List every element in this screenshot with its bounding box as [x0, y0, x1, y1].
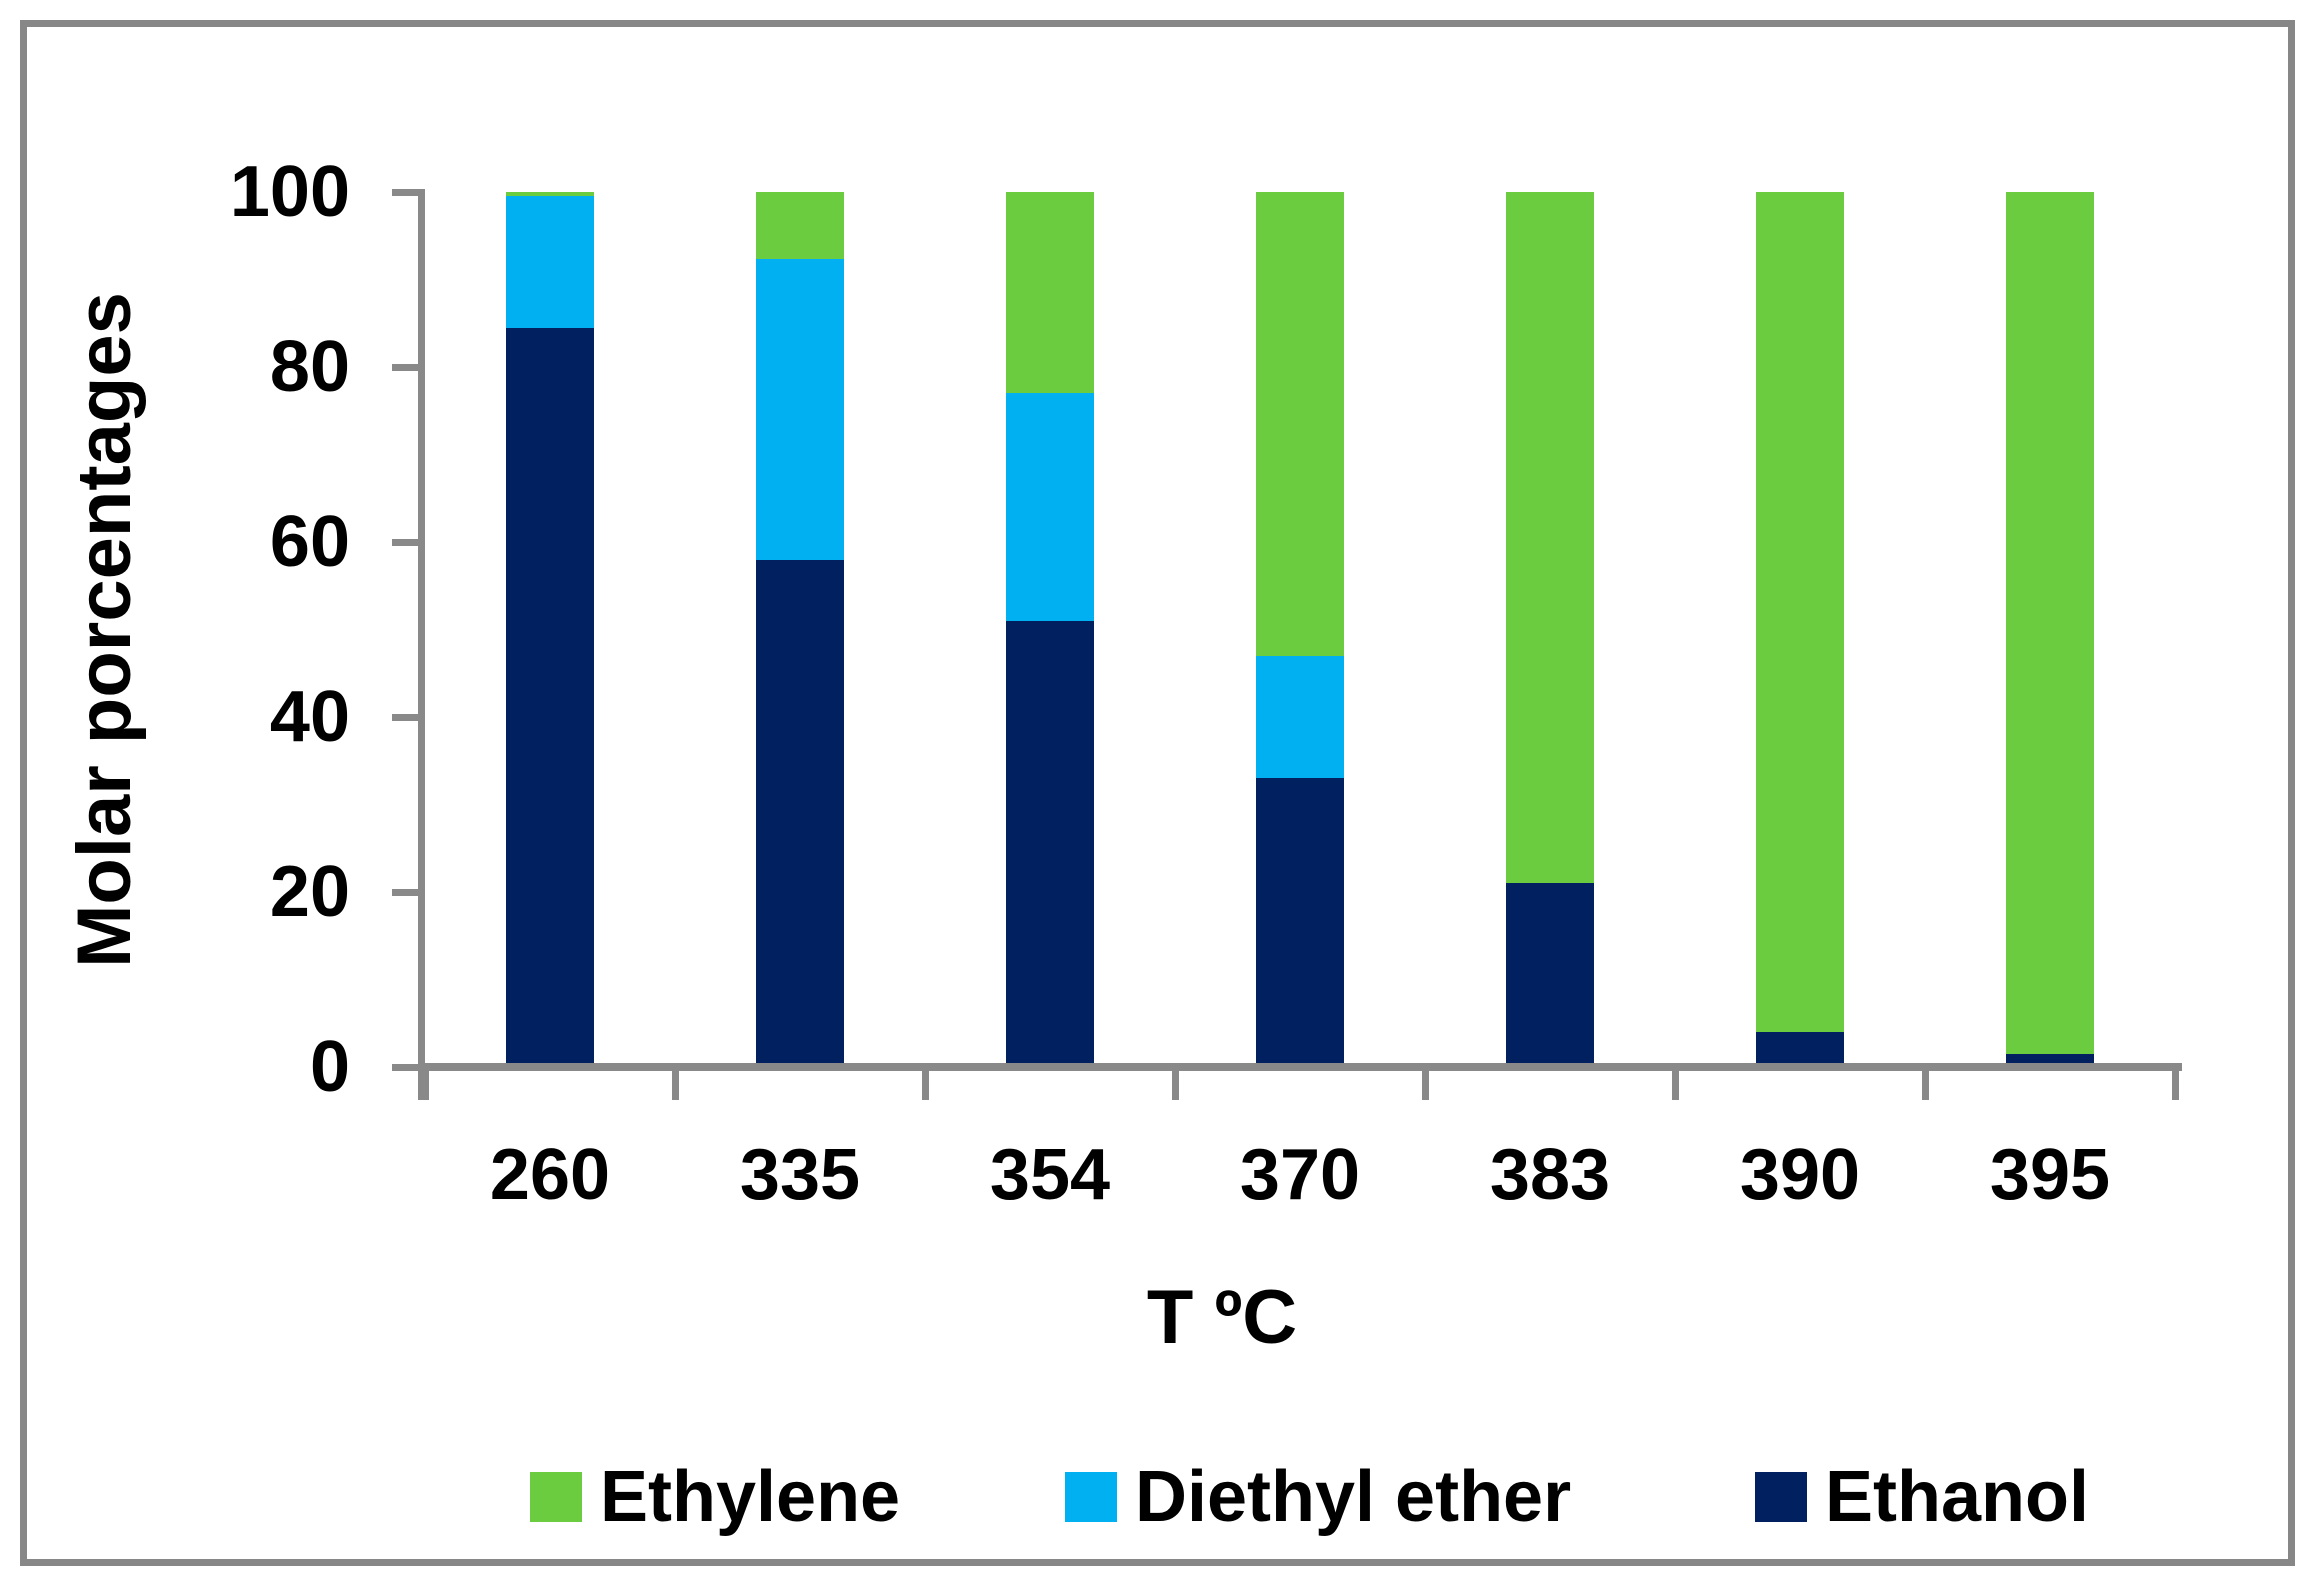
x-tick-mark — [1922, 1067, 1929, 1100]
bar-segment-370-ethylene — [1256, 192, 1344, 656]
bar-segment-395-ethylene — [2006, 192, 2094, 1054]
x-tick-label: 390 — [1739, 1135, 1861, 1215]
y-tick-label: 20 — [269, 852, 350, 932]
x-tick-label: 370 — [1239, 1135, 1361, 1215]
x-tick-label: 354 — [989, 1135, 1111, 1215]
y-tick-mark — [392, 1064, 425, 1071]
y-tick-label: 80 — [269, 327, 350, 407]
bar-segment-383-ethanol — [1506, 883, 1594, 1067]
x-tick-mark — [1422, 1067, 1429, 1100]
bar-segment-390-ethylene — [1756, 192, 1844, 1032]
x-tick-mark — [422, 1067, 429, 1100]
bar-segment-260-ethylene — [506, 192, 594, 196]
bar-segment-390-ethanol — [1756, 1032, 1844, 1067]
legend-swatch-icon — [530, 1472, 582, 1522]
x-tick-label: 335 — [739, 1135, 861, 1215]
legend-swatch-icon — [1065, 1472, 1117, 1522]
y-tick-label: 0 — [309, 1027, 350, 1107]
y-tick-mark — [392, 189, 425, 196]
y-tick-mark — [392, 714, 425, 721]
legend-swatch-icon — [1755, 1472, 1807, 1522]
legend-label: Diethyl ether — [1135, 1457, 1572, 1537]
y-tick-mark — [392, 364, 425, 371]
y-tick-mark — [392, 889, 425, 896]
x-tick-label: 395 — [1989, 1135, 2111, 1215]
y-tick-mark — [392, 539, 425, 546]
x-tick-mark — [922, 1067, 929, 1100]
bar-segment-335-ethanol — [756, 559, 844, 1067]
y-axis-line — [418, 192, 425, 1100]
bar-segment-370-diethyl-ether — [1256, 655, 1344, 779]
legend-item-ethanol: Ethanol — [1755, 1461, 2089, 1533]
bar-segment-260-ethanol — [506, 327, 594, 1067]
bar-segment-370-ethanol — [1256, 778, 1344, 1067]
bar-segment-383-ethylene — [1506, 192, 1594, 884]
x-tick-label: 260 — [489, 1135, 611, 1215]
x-tick-mark — [1672, 1067, 1679, 1100]
x-axis-title: T ºC — [1146, 1275, 1298, 1360]
bar-segment-335-ethylene — [756, 192, 844, 260]
bar-segment-354-ethanol — [1006, 620, 1094, 1067]
y-tick-label: 40 — [269, 677, 350, 757]
legend-label: Ethanol — [1825, 1457, 2089, 1537]
x-tick-mark — [672, 1067, 679, 1100]
bar-segment-260-diethyl-ether — [506, 195, 594, 328]
y-axis-title: Molar porcentages — [62, 292, 147, 968]
legend-label: Ethylene — [600, 1457, 901, 1537]
x-axis-line — [418, 1063, 2182, 1071]
y-tick-label: 60 — [269, 502, 350, 582]
bar-segment-354-ethylene — [1006, 192, 1094, 394]
x-tick-mark — [2172, 1067, 2179, 1100]
bar-segment-354-diethyl-ether — [1006, 393, 1094, 621]
legend-item-diethyl-ether: Diethyl ether — [1065, 1461, 1571, 1533]
y-tick-label: 100 — [229, 152, 350, 232]
chart-border — [20, 20, 2295, 1566]
bar-segment-335-diethyl-ether — [756, 259, 844, 560]
x-tick-label: 383 — [1489, 1135, 1611, 1215]
x-tick-mark — [1172, 1067, 1179, 1100]
legend-item-ethylene: Ethylene — [530, 1461, 900, 1533]
